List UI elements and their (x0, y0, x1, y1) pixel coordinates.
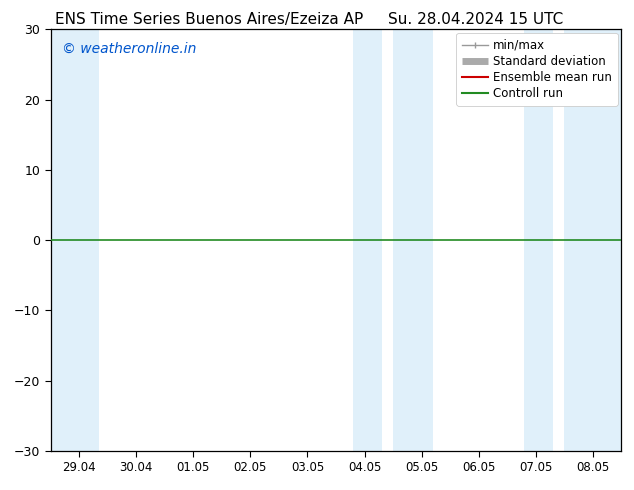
Text: ENS Time Series Buenos Aires/Ezeiza AP: ENS Time Series Buenos Aires/Ezeiza AP (55, 12, 363, 27)
Bar (564, 29, 621, 451)
Text: Su. 28.04.2024 15 UTC: Su. 28.04.2024 15 UTC (388, 12, 563, 27)
Bar (353, 29, 382, 451)
Legend: min/max, Standard deviation, Ensemble mean run, Controll run: min/max, Standard deviation, Ensemble me… (456, 33, 618, 106)
Bar (51, 29, 99, 451)
Text: © weatheronline.in: © weatheronline.in (62, 42, 197, 56)
Bar (393, 29, 433, 451)
Bar (524, 29, 553, 451)
